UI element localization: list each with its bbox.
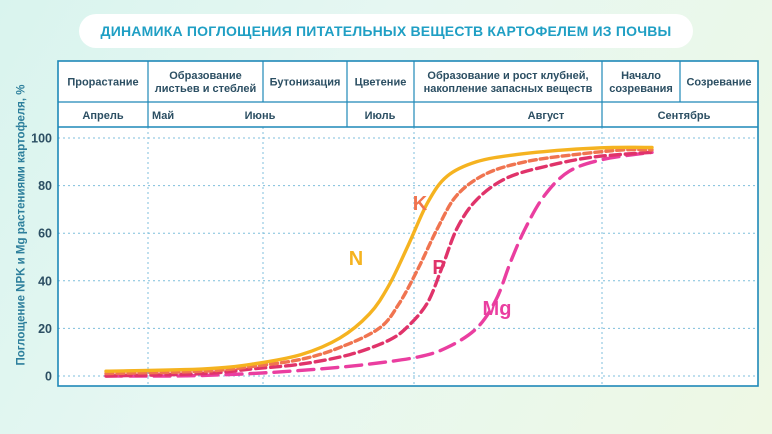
series-label-n: N (349, 248, 363, 270)
chart-title: ДИНАМИКА ПОГЛОЩЕНИЯ ПИТАТЕЛЬНЫХ ВЕЩЕСТВ … (79, 14, 693, 48)
series-line-n (104, 145, 654, 373)
month-label-2: Июнь (245, 110, 276, 122)
phase-label-4-line-0: Образование и рост клубней, (427, 70, 588, 82)
y-tick-label-20: 20 (38, 322, 52, 336)
phase-label-1-line-0: Образование (169, 70, 242, 82)
series-line-k (104, 147, 654, 376)
phase-label-6: Созревание (686, 77, 751, 89)
phase-label-1-line-1: листьев и стеблей (155, 83, 257, 95)
y-tick-label-40: 40 (38, 274, 52, 288)
phase-label-5-line-1: созревания (609, 83, 673, 95)
phase-table-bg (58, 61, 758, 127)
series-line-p (104, 150, 654, 378)
plot-area-bg (58, 127, 758, 386)
y-tick-label-60: 60 (38, 227, 52, 241)
month-label-1: Май (152, 110, 174, 122)
series-label-p: P (432, 257, 445, 279)
month-label-0: Апрель (82, 110, 123, 122)
phase-label-2: Бутонизация (270, 77, 341, 89)
month-label-4: Август (528, 110, 565, 122)
series-line-mg (104, 150, 654, 378)
y-tick-label-0: 0 (45, 370, 52, 384)
series-label-mg: Mg (483, 298, 512, 320)
y-tick-label-100: 100 (31, 132, 52, 146)
phase-label-3: Цветение (355, 77, 407, 89)
y-tick-label-80: 80 (38, 179, 52, 193)
month-label-3: Июль (365, 110, 396, 122)
chart-frame (57, 60, 759, 387)
month-label-5: Сентябрь (658, 110, 711, 122)
series-label-k: K (413, 193, 428, 215)
phase-label-4-line-1: накопление запасных веществ (424, 83, 593, 95)
phase-label-5-line-0: Начало (621, 70, 661, 82)
phase-label-0: Прорастание (67, 77, 138, 89)
